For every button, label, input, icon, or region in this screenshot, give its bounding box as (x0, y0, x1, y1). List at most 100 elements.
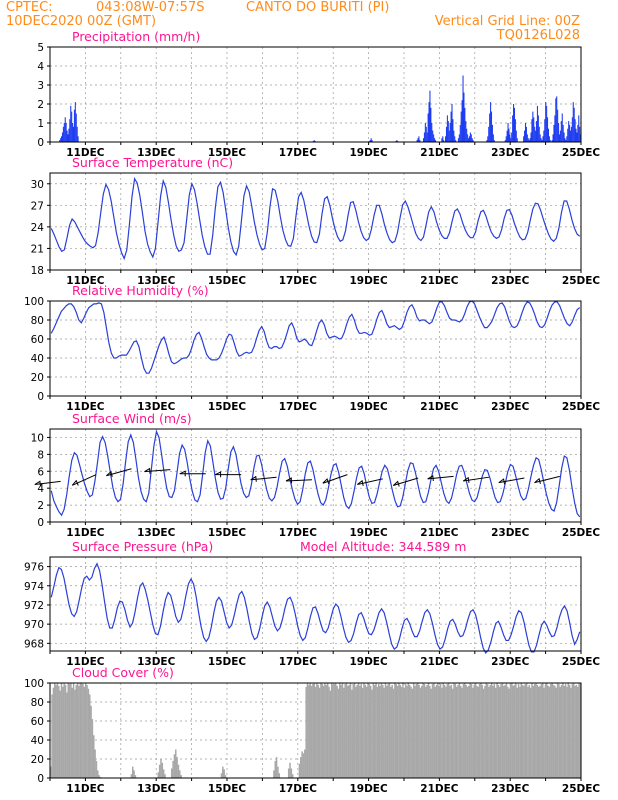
temperature-ytick-label: 27 (31, 200, 44, 212)
precip-bar (526, 134, 528, 142)
cloud-bar (453, 683, 455, 778)
precip-xtick-label: 11DEC (66, 147, 105, 159)
precip-bar (572, 102, 574, 142)
precip-bar (66, 130, 68, 142)
cloud-bar (511, 683, 513, 778)
cloud-ytick-label: 60 (31, 716, 44, 728)
pressure-title: Surface Pressure (hPa) (72, 539, 213, 554)
cloud-bar (462, 683, 465, 778)
cloud-bar (396, 685, 399, 778)
cloud-bar (403, 687, 406, 778)
cloud-xtick-label: 25DEC (562, 783, 601, 795)
cloud-bar (512, 685, 514, 778)
pressure-series-line (50, 562, 581, 654)
precip-xtick-label: 13DEC (137, 147, 176, 159)
cloud-bar (474, 683, 477, 778)
cloud-bar (560, 684, 563, 778)
cloud-bar (427, 683, 430, 778)
cloud-ytick-label: 0 (37, 773, 44, 785)
precip-bar (462, 75, 464, 142)
wind-vector-arrowhead (285, 477, 292, 484)
cloud-bar (515, 683, 517, 778)
cloud-xtick-label: 21DEC (420, 783, 459, 795)
precip-bar (424, 123, 426, 142)
cloud-bar (419, 687, 422, 778)
humidity-title: Relative Humidity (%) (72, 283, 209, 298)
cloud-bar (470, 683, 473, 778)
cloud-bar (400, 686, 403, 778)
cloud-bar (523, 685, 525, 778)
cloud-bar (90, 705, 92, 778)
cloud-bar (429, 685, 431, 778)
cloud-bar (78, 685, 80, 778)
precip-bar (61, 136, 63, 142)
cloud-bar (93, 735, 95, 778)
precip-bar (422, 138, 425, 142)
precip-bar (561, 113, 563, 142)
cloud-bar (175, 749, 177, 778)
cloud-bar (525, 683, 528, 778)
wind-vector-arrowhead (250, 475, 257, 482)
pressure-xtick-label: 21DEC (420, 656, 459, 668)
cloud-bar (55, 684, 57, 778)
precip-bar (433, 134, 435, 142)
precip-bar (529, 138, 531, 142)
wind-vector-arrowhead (106, 470, 113, 477)
cloud-bar (433, 683, 435, 778)
cloud-bar (72, 683, 75, 778)
precip-bar (513, 104, 515, 142)
cloud-bar (509, 683, 512, 778)
humidity-xtick-label: 15DEC (208, 401, 247, 413)
pressure-ytick-label: 970 (24, 619, 44, 631)
cloud-bar (361, 687, 364, 778)
precip-bar (60, 138, 62, 142)
cloud-bar (224, 775, 227, 778)
temperature-ytick-label: 21 (31, 243, 44, 255)
precip-bar (535, 130, 537, 142)
precip-bar (418, 136, 420, 142)
precip-bar (567, 128, 569, 142)
precip-bar (579, 126, 581, 142)
pressure-altitude-annotation: Model Altitude: 344.589 m (300, 539, 466, 554)
cloud-bar (567, 683, 570, 778)
cloud-bar (347, 685, 349, 778)
cloud-bar (317, 684, 320, 778)
humidity-ytick-label: 40 (31, 353, 44, 365)
wind-frame (49, 428, 582, 523)
precip-bar (576, 132, 578, 142)
cloud-ytick-label: 40 (31, 735, 44, 747)
wind-panel: 0 2 4 6 8 10 11DEC 13DEC 15DEC 17DEC 19DEC 21DEC 23D… (31, 428, 600, 539)
precip-bar (568, 121, 570, 142)
precip-bar (563, 132, 565, 142)
cloud-bar (300, 757, 302, 778)
cloud-ytick-label: 80 (31, 697, 44, 709)
cloud-bar (66, 692, 68, 778)
cloud-bar (434, 686, 436, 778)
precip-bar (553, 124, 555, 142)
cloud-frame (49, 682, 582, 779)
precip-bar (459, 124, 461, 142)
cloud-bar (359, 685, 361, 778)
cloud-bar (410, 686, 412, 778)
precip-bar (574, 119, 576, 142)
cloud-bar (334, 683, 337, 778)
wind-vector (322, 474, 348, 484)
cloud-bar (373, 684, 376, 778)
precip-bar (448, 130, 450, 142)
cloud-bar (339, 683, 341, 778)
cloud-bar (310, 685, 313, 778)
precip-frame (49, 46, 582, 143)
precip-bar (74, 102, 76, 142)
precip-bar (419, 140, 421, 142)
temperature-xtick-label: 23DEC (491, 275, 530, 287)
cloud-bar (289, 762, 291, 778)
cloud-bar (52, 687, 55, 778)
cloud-bar (574, 685, 576, 778)
temperature-xtick-label: 15DEC (208, 275, 247, 287)
cloud-bar (164, 774, 166, 778)
cloud-bar (412, 683, 415, 778)
precip-bar (370, 138, 372, 142)
temperature-frame (49, 172, 582, 271)
cloud-bar (133, 770, 135, 778)
cloud-bar (431, 683, 434, 778)
